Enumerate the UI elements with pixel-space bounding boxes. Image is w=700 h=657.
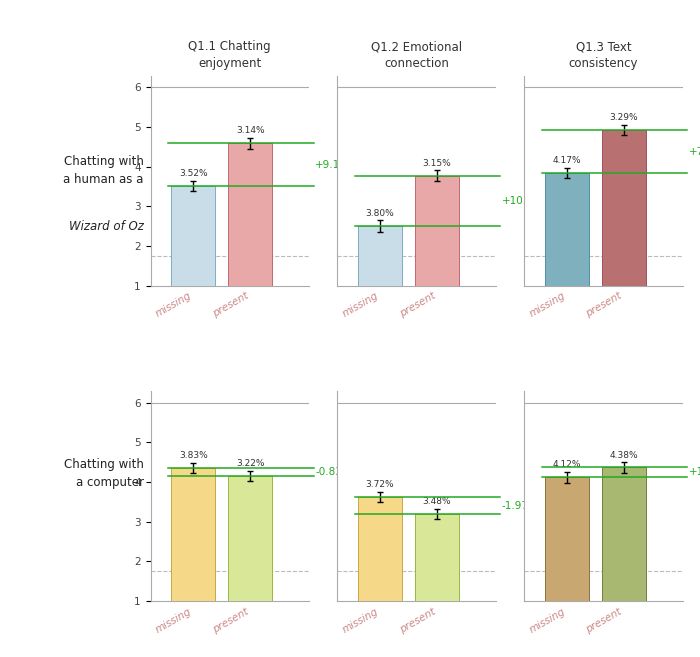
Text: 3.48%: 3.48% (423, 497, 452, 506)
Bar (171, 468, 216, 601)
Bar (228, 476, 272, 601)
Title: Q1.1 Chatting
enjoyment: Q1.1 Chatting enjoyment (188, 40, 271, 70)
Text: 3.14%: 3.14% (236, 126, 265, 135)
Text: 4.17%: 4.17% (552, 156, 581, 165)
Text: Chatting with
a human as a: Chatting with a human as a (63, 155, 144, 187)
Bar (415, 175, 459, 286)
Text: -0.83%: -0.83% (315, 467, 352, 477)
Bar (228, 143, 272, 286)
Text: +9.17%: +9.17% (315, 160, 357, 170)
Bar (602, 130, 646, 286)
Bar (602, 468, 646, 601)
Text: -1.97%: -1.97% (502, 501, 539, 510)
Bar (358, 226, 402, 286)
Text: Chatting with
a computer: Chatting with a computer (64, 457, 144, 489)
Text: 3.80%: 3.80% (365, 208, 395, 217)
Text: 3.22%: 3.22% (236, 459, 265, 468)
Text: 4.38%: 4.38% (610, 451, 638, 459)
Text: +1.25%: +1.25% (689, 467, 700, 478)
Title: Q1.2 Emotional
connection: Q1.2 Emotional connection (371, 40, 462, 70)
Text: 3.29%: 3.29% (610, 114, 638, 122)
Text: 3.72%: 3.72% (366, 480, 394, 489)
Text: Wizard of Oz: Wizard of Oz (69, 220, 144, 233)
Text: 3.15%: 3.15% (423, 158, 452, 168)
Text: +10.63%: +10.63% (502, 196, 550, 206)
Bar (415, 514, 459, 601)
Text: 3.52%: 3.52% (179, 169, 208, 178)
Title: Q1.3 Text
consistency: Q1.3 Text consistency (568, 40, 638, 70)
Bar (171, 186, 216, 286)
Text: 3.83%: 3.83% (179, 451, 208, 461)
Text: 4.12%: 4.12% (553, 461, 581, 470)
Bar (545, 173, 589, 286)
Bar (545, 478, 589, 601)
Text: +7.08%: +7.08% (689, 147, 700, 156)
Bar (358, 497, 402, 601)
